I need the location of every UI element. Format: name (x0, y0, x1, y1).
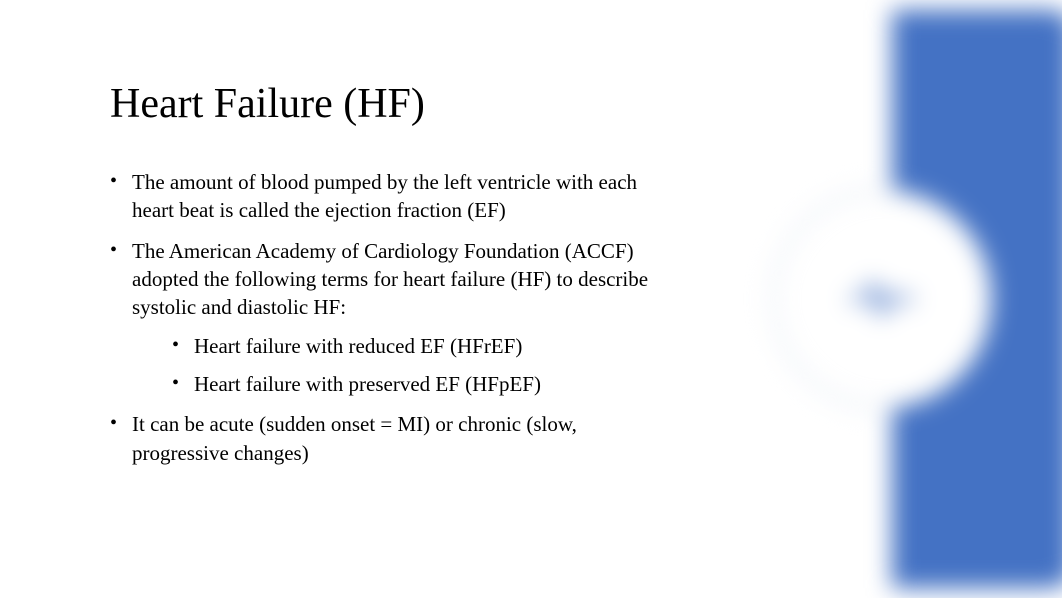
heartbeat-icon (847, 274, 917, 324)
right-decoration (762, 0, 1062, 598)
sub-bullet-text: Heart failure with reduced EF (HFrEF) (194, 334, 522, 358)
bullet-item: The amount of blood pumped by the left v… (110, 168, 650, 225)
sub-bullet-list: Heart failure with reduced EF (HFrEF) He… (132, 332, 650, 399)
slide-title: Heart Failure (HF) (110, 80, 650, 128)
bullet-list: The amount of blood pumped by the left v… (110, 168, 650, 467)
bullet-item: It can be acute (sudden onset = MI) or c… (110, 410, 650, 467)
bullet-text: It can be acute (sudden onset = MI) or c… (132, 412, 577, 464)
bullet-text: The American Academy of Cardiology Found… (132, 239, 648, 320)
slide-container: Heart Failure (HF) The amount of blood p… (0, 0, 1062, 598)
sub-bullet-item: Heart failure with reduced EF (HFrEF) (172, 332, 650, 360)
bullet-item: The American Academy of Cardiology Found… (110, 237, 650, 399)
bullet-text: The amount of blood pumped by the left v… (132, 170, 637, 222)
sub-bullet-item: Heart failure with preserved EF (HFpEF) (172, 370, 650, 398)
circle-badge (772, 189, 992, 409)
sub-bullet-text: Heart failure with preserved EF (HFpEF) (194, 372, 541, 396)
content-area: Heart Failure (HF) The amount of blood p… (0, 0, 700, 598)
